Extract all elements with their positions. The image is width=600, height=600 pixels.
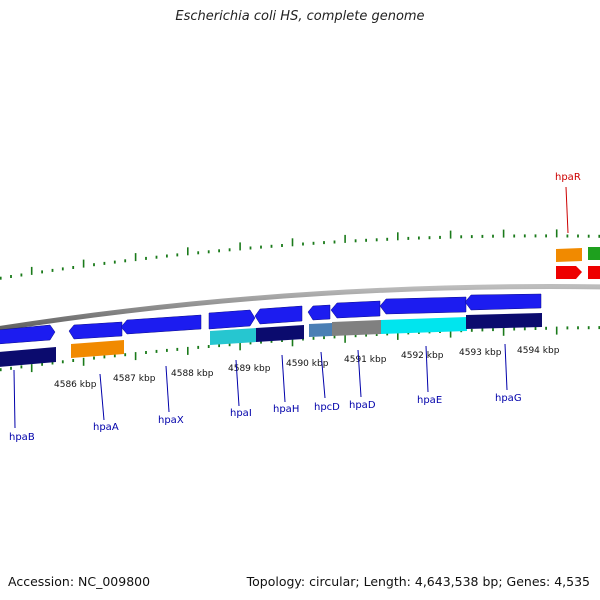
- gene-label-hpaA[interactable]: hpaA: [93, 422, 119, 433]
- gene-label-hpaH[interactable]: hpaH: [273, 404, 299, 415]
- gene-label-hpaR[interactable]: hpaR: [555, 172, 581, 183]
- gene-hpcD-arrow[interactable]: [307, 304, 331, 321]
- gene-hpaA-bar[interactable]: [71, 340, 124, 358]
- gene-labels: hpaB hpaA hpaX hpaI hpaH hpcD hpaD hpaE …: [9, 172, 581, 443]
- leader-hpaG: [504, 343, 508, 391]
- gene-next-bar[interactable]: [588, 247, 600, 260]
- gene-hpaE-arrow[interactable]: [379, 296, 467, 315]
- gene-hpaG-bar[interactable]: [466, 313, 542, 329]
- gene-hpaH-arrow[interactable]: [254, 305, 303, 325]
- leader-hpaB: [13, 369, 16, 429]
- gene-hpaI-bar[interactable]: [210, 328, 256, 345]
- label-leaders: [13, 186, 569, 429]
- gene-hpaD-bar[interactable]: [332, 320, 381, 336]
- gene-hpaB-arrow[interactable]: [0, 324, 56, 345]
- gene-hpaB-bar[interactable]: [0, 347, 56, 367]
- gene-label-hpaI[interactable]: hpaI: [230, 408, 252, 419]
- scale-label-4588: 4588 kbp: [171, 369, 214, 379]
- gene-hpaI-arrow[interactable]: [208, 309, 256, 330]
- gene-hpaH-bar[interactable]: [256, 325, 304, 342]
- outer-tick-ring: [0, 229, 600, 280]
- gene-label-hpaD[interactable]: hpaD: [349, 400, 376, 411]
- leader-hpaX: [165, 365, 170, 413]
- leader-hpaA: [99, 373, 105, 421]
- scale-labels: 4586 kbp 4587 kbp 4588 kbp 4589 kbp 4590…: [54, 346, 560, 390]
- gene-label-hpcD[interactable]: hpcD: [314, 402, 340, 413]
- genome-summary-text: Topology: circular; Length: 4,643,538 bp…: [246, 574, 590, 589]
- gene-next-arrow[interactable]: [588, 266, 600, 279]
- genome-backbone: [0, 284, 600, 331]
- gene-hpaX-arrow[interactable]: [120, 314, 202, 335]
- gene-hpaD-arrow[interactable]: [330, 300, 381, 319]
- scale-label-4594: 4594 kbp: [517, 346, 560, 356]
- gene-hpaR-arrow[interactable]: [556, 266, 582, 279]
- map-title: Escherichia coli HS, complete genome: [175, 9, 425, 24]
- leader-hpaD: [357, 349, 362, 398]
- accession-text: Accession: NC_009800: [8, 574, 151, 589]
- leader-hpaR: [565, 186, 569, 234]
- leader-hpaH: [281, 354, 286, 403]
- scale-label-4589: 4589 kbp: [228, 364, 271, 374]
- gene-label-hpaG[interactable]: hpaG: [495, 393, 522, 404]
- scale-label-4593: 4593 kbp: [459, 348, 502, 358]
- scale-label-4586: 4586 kbp: [54, 380, 97, 390]
- gene-label-hpaE[interactable]: hpaE: [417, 395, 442, 406]
- scale-label-4590: 4590 kbp: [286, 359, 329, 369]
- scale-label-4587: 4587 kbp: [113, 374, 156, 384]
- scale-label-4591: 4591 kbp: [344, 355, 387, 365]
- scale-label-4592: 4592 kbp: [401, 351, 444, 361]
- leader-hpaI: [235, 359, 240, 407]
- gene-hpaA-arrow[interactable]: [68, 321, 123, 340]
- leader-hpaE: [425, 345, 429, 393]
- leader-hpcD: [320, 351, 326, 399]
- gene-label-hpaB[interactable]: hpaB: [9, 432, 35, 443]
- gene-hpcD-bar[interactable]: [309, 323, 332, 337]
- gene-features: [0, 247, 600, 367]
- gene-hpaE-bar[interactable]: [381, 317, 467, 334]
- gene-hpaR-bar[interactable]: [556, 248, 582, 262]
- gene-hpaG-arrow[interactable]: [464, 293, 542, 311]
- gene-label-hpaX[interactable]: hpaX: [158, 415, 184, 426]
